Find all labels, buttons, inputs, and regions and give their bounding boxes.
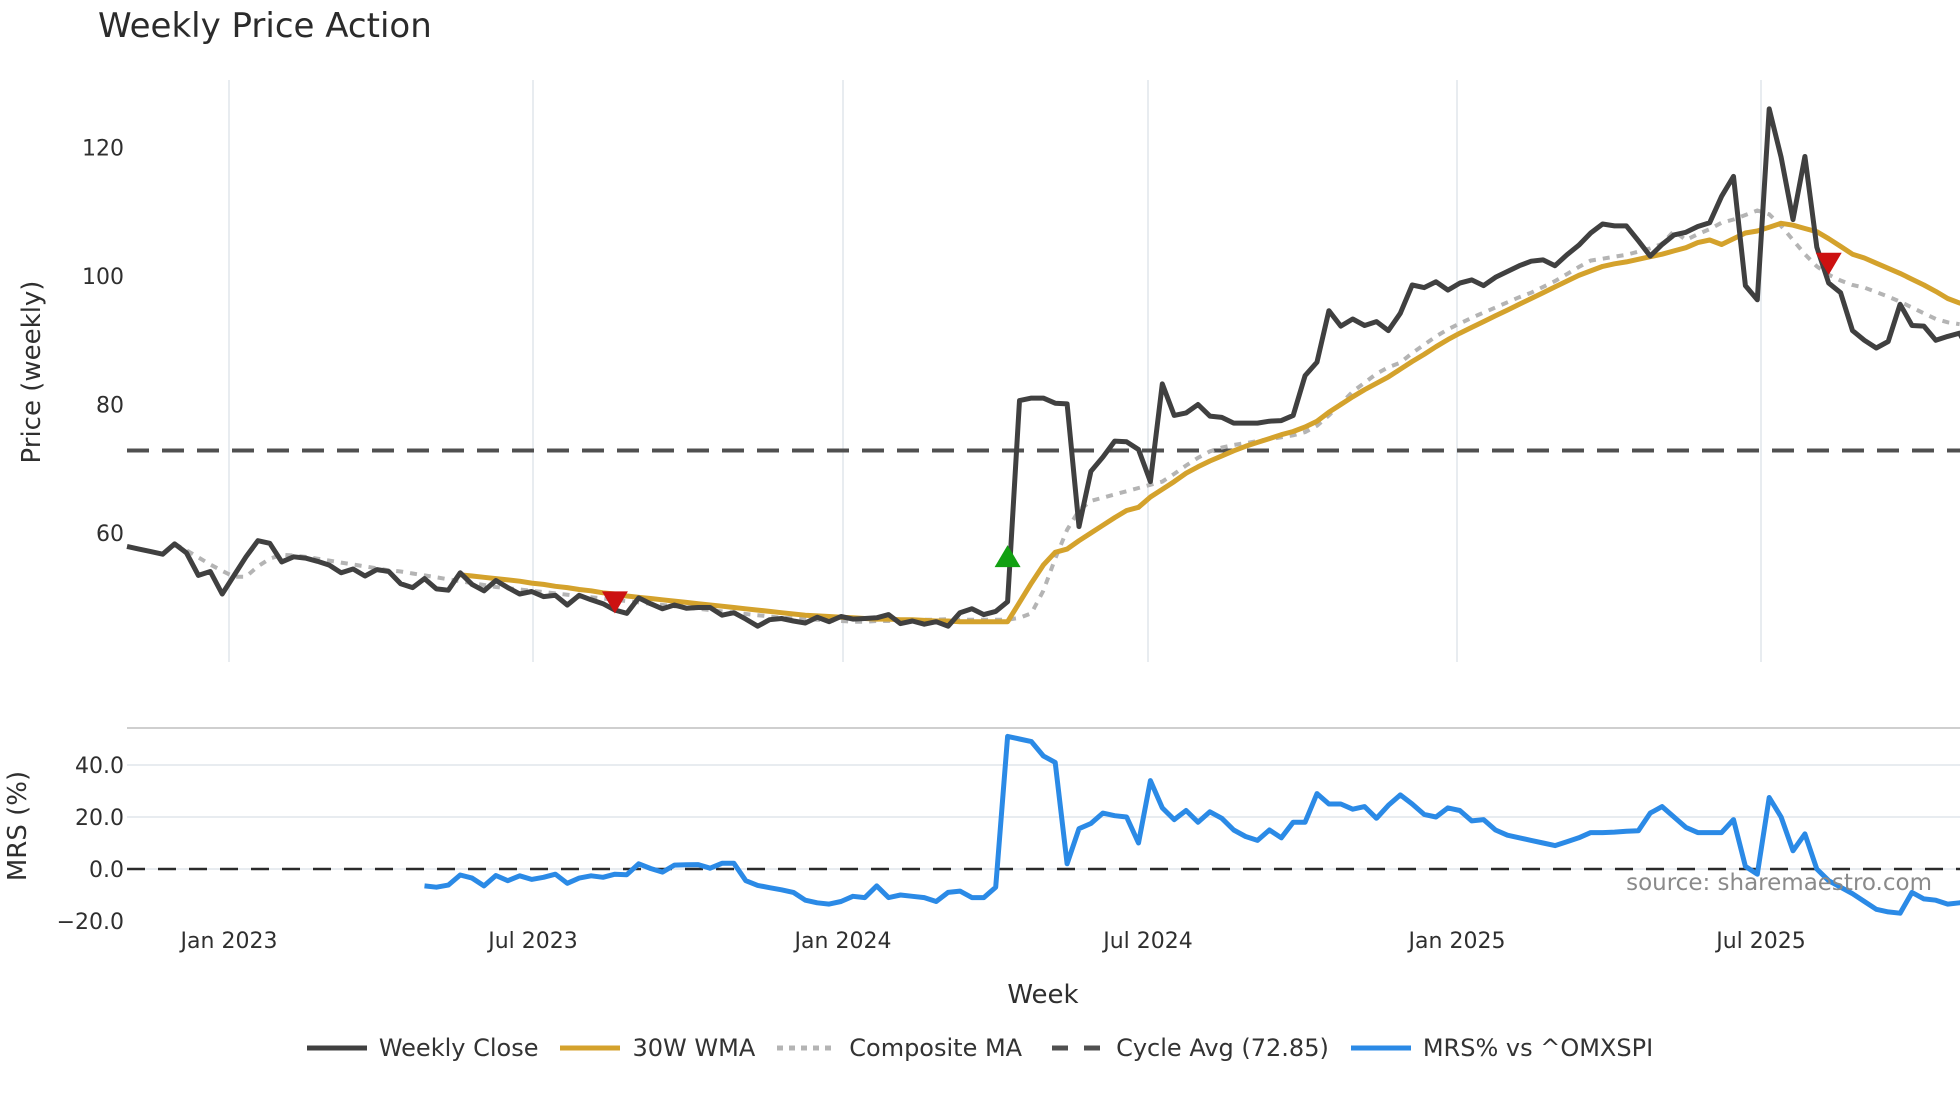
y-tick-label: 100 — [82, 265, 124, 290]
mrs-line — [424, 733, 1960, 916]
chart-title: Weekly Price Action — [98, 6, 432, 46]
legend-item-mrs[interactable]: MRS% vs ^OMXSPI — [1350, 1034, 1654, 1062]
y-tick-label: 20.0 — [75, 806, 124, 831]
price-grid — [228, 80, 1762, 662]
signal-markers — [601, 252, 1842, 614]
y-tick-label: 60 — [96, 522, 124, 547]
x-tick-label: Jan 2025 — [1407, 929, 1506, 954]
y-tick-label: 80 — [96, 394, 124, 419]
x-tick-label: Jan 2023 — [179, 929, 278, 954]
weekly-close-line — [126, 106, 1960, 629]
x-tick-label: Jan 2024 — [793, 929, 892, 954]
mrs-swatch-icon — [1350, 1045, 1411, 1051]
price-y-axis: 60 80 100 120 — [82, 137, 124, 548]
legend-item-weekly-close[interactable]: Weekly Close — [306, 1034, 539, 1062]
buy-signal-marker-icon — [994, 545, 1021, 568]
price-y-axis-label: Price (weekly) — [17, 281, 47, 464]
legend-label: Cycle Avg (72.85) — [1116, 1034, 1329, 1062]
mrs-y-axis-label: MRS (%) — [3, 771, 33, 881]
legend-item-composite[interactable]: Composite MA — [777, 1034, 1022, 1062]
sell-signal-marker-icon — [1815, 252, 1842, 275]
legend-label: Weekly Close — [378, 1034, 539, 1062]
y-tick-label: 120 — [82, 137, 124, 162]
cycle-avg-swatch-icon — [1052, 1045, 1105, 1051]
wma-swatch-icon — [560, 1045, 621, 1051]
composite-swatch-icon — [777, 1045, 838, 1051]
weekly-close-swatch-icon — [306, 1045, 367, 1051]
legend-label: 30W WMA — [632, 1034, 756, 1062]
sell-signal-marker-icon — [601, 591, 628, 614]
mrs-y-axis: 40.0 20.0 0.0 −20.0 — [57, 754, 124, 935]
legend-item-cycle-avg[interactable]: Cycle Avg (72.85) — [1044, 1034, 1329, 1062]
y-tick-label: 0.0 — [89, 858, 124, 883]
x-tick-label: Jul 2024 — [1101, 929, 1193, 954]
mrs-grid — [127, 764, 1960, 870]
legend-label: MRS% vs ^OMXSPI — [1422, 1034, 1654, 1062]
x-tick-label: Jul 2023 — [486, 929, 578, 954]
legend: Weekly Close 30W WMA Composite MA Cycle Avg… — [0, 1034, 1960, 1062]
source-watermark: source: sharemaestro.com — [1626, 870, 1932, 896]
x-axis-label: Week — [1007, 980, 1078, 1010]
y-tick-label: −20.0 — [57, 910, 124, 935]
x-tick-label: Jul 2025 — [1714, 929, 1806, 954]
y-tick-label: 40.0 — [75, 754, 124, 779]
legend-item-wma[interactable]: 30W WMA — [560, 1034, 755, 1062]
legend-label: Composite MA — [849, 1034, 1023, 1062]
wma-line — [459, 220, 1960, 625]
x-axis: Jan 2023 Jul 2023 Jan 2024 Jul 2024 Jan 2025… — [179, 929, 1806, 954]
